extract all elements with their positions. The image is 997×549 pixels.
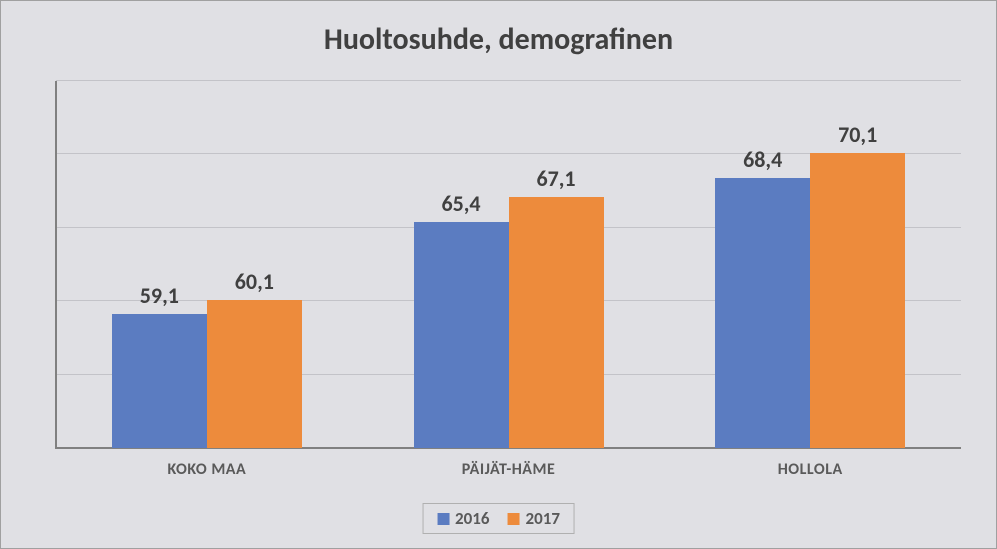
bars-row: 59,160,1KOKO MAA65,467,1PÄIJÄT-HÄME68,47… (56, 81, 961, 448)
bar-group: 68,470,1HOLLOLA (659, 81, 961, 448)
bar-group: 65,467,1PÄIJÄT-HÄME (358, 81, 660, 448)
category-label: KOKO MAA (56, 460, 358, 479)
legend-label: 2016 (455, 508, 489, 529)
category-label: HOLLOLA (659, 460, 961, 479)
legend-label: 2017 (526, 508, 560, 529)
bar: 59,1 (112, 314, 207, 448)
bar: 60,1 (207, 300, 302, 448)
legend-swatch (437, 513, 449, 525)
legend: 2016 2017 (422, 503, 575, 534)
chart-title: Huoltosuhde, demografinen (1, 21, 996, 58)
value-label: 70,1 (838, 121, 877, 148)
bar-group: 59,160,1KOKO MAA (56, 81, 358, 448)
category-label: PÄIJÄT-HÄME (358, 460, 660, 479)
plot-area: 59,160,1KOKO MAA65,467,1PÄIJÄT-HÄME68,47… (56, 81, 961, 448)
legend-item: 2016 (437, 508, 489, 529)
bar: 65,4 (414, 222, 509, 448)
legend-item: 2017 (508, 508, 560, 529)
chart-container: Huoltosuhde, demografinen 59,160,1KOKO M… (0, 0, 997, 549)
value-label: 59,1 (140, 282, 179, 309)
value-label: 65,4 (441, 190, 480, 217)
value-label: 60,1 (235, 268, 274, 295)
bar: 70,1 (810, 153, 905, 448)
bar: 68,4 (715, 178, 810, 448)
value-label: 68,4 (743, 146, 782, 173)
bar: 67,1 (509, 197, 604, 448)
legend-swatch (508, 513, 520, 525)
value-label: 67,1 (536, 165, 575, 192)
